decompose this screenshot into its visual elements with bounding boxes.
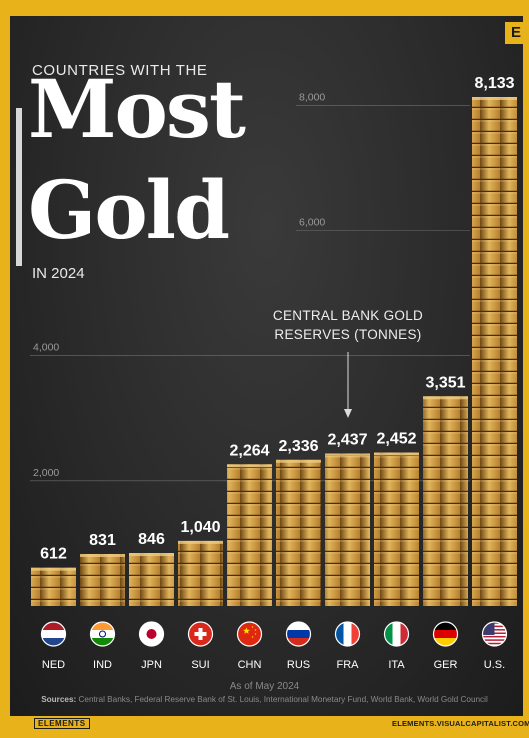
bar-us <box>472 97 517 606</box>
category-label: JPN <box>141 659 162 671</box>
sources-label: Sources: <box>41 695 77 704</box>
bar-ind <box>80 553 125 606</box>
bar-top-highlight <box>227 464 272 468</box>
bar-jpn <box>129 553 174 606</box>
value-label: 2,452 <box>376 431 416 448</box>
brand-elements: ELEMENTS <box>34 718 90 729</box>
germany-flag-icon <box>432 621 459 647</box>
category-label: RUS <box>287 659 310 671</box>
chart-annotation: CENTRAL BANK GOLD RESERVES (TONNES) <box>248 306 448 344</box>
annotation-line-1: CENTRAL BANK GOLD <box>272 308 424 323</box>
title-gold: Gold <box>28 163 230 257</box>
switzerland-flag-icon <box>187 621 214 647</box>
category-label: CHN <box>238 659 262 671</box>
value-label: 8,133 <box>474 75 514 92</box>
india-flag-icon <box>89 621 116 647</box>
bar-top-highlight <box>80 553 125 557</box>
category-label: FRA <box>337 659 360 671</box>
bar-ned <box>31 567 76 606</box>
title-year: IN 2024 <box>32 265 85 282</box>
value-label: 2,264 <box>229 442 269 459</box>
y-tick-label: 8,000 <box>299 91 325 103</box>
russia-flag-icon <box>285 621 312 647</box>
sources-text: Central Banks, Federal Reserve Bank of S… <box>78 695 488 704</box>
bar-top-highlight <box>129 553 174 557</box>
italy-flag-icon <box>383 621 410 647</box>
elements-logo: E <box>505 22 527 44</box>
title-eyebrow: COUNTRIES WITH THE <box>32 62 208 79</box>
bar-sui <box>178 540 223 606</box>
value-label: 831 <box>89 532 116 549</box>
value-label: 612 <box>40 546 67 563</box>
china-flag-icon <box>236 621 263 647</box>
bar-top-highlight <box>178 540 223 544</box>
bar-ita <box>374 452 419 606</box>
bar-fra <box>325 453 370 606</box>
bar-top-highlight <box>31 567 76 571</box>
value-label: 1,040 <box>180 519 220 536</box>
value-label: 2,336 <box>278 438 318 455</box>
value-label: 3,351 <box>425 374 465 391</box>
bar-ger <box>423 396 468 606</box>
category-label: NED <box>42 659 65 671</box>
bar-top-highlight <box>325 453 370 457</box>
bar-chn <box>227 464 272 606</box>
category-label: U.S. <box>484 659 505 671</box>
bar-top-highlight <box>472 97 517 100</box>
category-label: IND <box>93 659 112 671</box>
sources-line: Sources: Central Banks, Federal Reserve … <box>0 695 529 704</box>
value-label: 846 <box>138 531 165 548</box>
as-of-date: As of May 2024 <box>229 681 300 692</box>
brand-url: ELEMENTS.VISUALCAPITALIST.COM <box>392 719 529 728</box>
bar-top-highlight <box>276 459 321 463</box>
bar-top-highlight <box>423 396 468 400</box>
title-most: Most <box>28 62 246 156</box>
category-label: ITA <box>388 659 405 671</box>
value-label: 2,437 <box>327 431 367 448</box>
france-flag-icon <box>334 621 361 647</box>
title-accent-bar <box>16 108 22 266</box>
y-tick-label: 4,000 <box>33 342 59 354</box>
y-tick-label: 2,000 <box>33 467 59 479</box>
y-tick-label: 6,000 <box>299 216 325 228</box>
category-label: GER <box>434 659 458 671</box>
annotation-arrowhead <box>344 409 352 418</box>
bar-top-highlight <box>374 452 419 456</box>
netherlands-flag-icon <box>40 621 67 647</box>
bar-rus <box>276 459 321 606</box>
annotation-line-2: RESERVES (TONNES) <box>274 327 422 342</box>
japan-flag-icon <box>138 621 165 647</box>
usa-flag-icon <box>481 621 508 647</box>
category-label: SUI <box>191 659 209 671</box>
